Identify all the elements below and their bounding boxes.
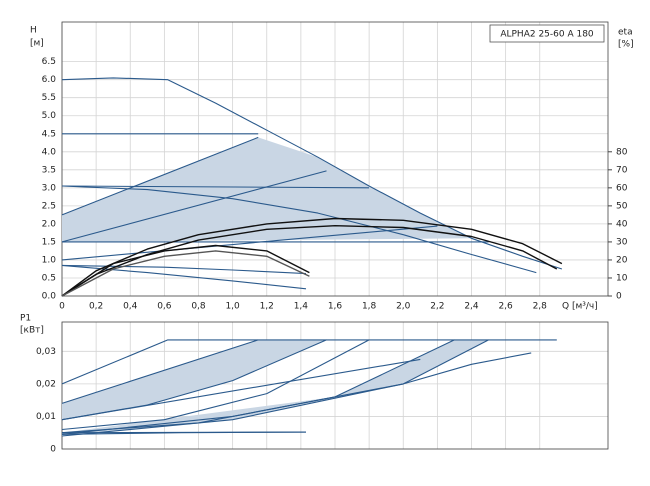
- x-tick-label: 2,2: [430, 302, 444, 312]
- y-label: H: [30, 26, 37, 36]
- y-tick-label: 2.0: [42, 219, 57, 229]
- performance-curve: [61, 264, 307, 275]
- plot-frame: [61, 321, 609, 450]
- performance-curve: [61, 77, 563, 270]
- performance-curve: [61, 352, 532, 435]
- annotation-box: [489, 24, 605, 43]
- performance-curve: [61, 185, 370, 189]
- performance-curve: [61, 185, 537, 274]
- x-tick-label: 1,6: [328, 302, 343, 312]
- y2-tick-label: 10: [616, 273, 628, 283]
- annotation: ALPHA2 25-60 A 180: [500, 30, 594, 40]
- y2-tick-label: 40: [616, 219, 628, 229]
- performance-curve: [61, 339, 370, 431]
- efficiency-curve: [61, 250, 310, 297]
- x-tick-label: 1,8: [362, 302, 377, 312]
- efficiency-curve: [61, 217, 563, 297]
- y-tick-label: 0,03: [36, 347, 56, 357]
- performance-curve: [61, 339, 489, 437]
- y-tick-label: 0,01: [36, 412, 56, 422]
- y-tick-label: 0: [50, 445, 56, 455]
- y-tick-label: 3.5: [42, 165, 56, 175]
- y-tick-label: 0.0: [42, 292, 57, 302]
- y2-tick-label: 0: [616, 292, 622, 302]
- y-tick-label: 1.0: [42, 255, 57, 265]
- y-tick-label: 6.0: [42, 75, 57, 85]
- efficiency-curve: [61, 225, 558, 297]
- x-tick-label: 2,6: [498, 302, 513, 312]
- y-tick-label: 1.5: [42, 237, 56, 247]
- performance-curve: [61, 431, 307, 435]
- x-tick-label: 0,2: [89, 302, 103, 312]
- y-tick-label: 5.5: [42, 93, 56, 103]
- x-tick-label: 1,2: [260, 302, 274, 312]
- y2-tick-label: 20: [616, 255, 628, 265]
- y2-tick-label: 50: [616, 201, 628, 211]
- x-tick-label: 0,6: [157, 302, 172, 312]
- y-label: P1: [20, 314, 31, 324]
- y2-tick-label: 60: [616, 183, 628, 193]
- x-tick-label: 0,4: [123, 302, 138, 312]
- performance-curve: [61, 358, 421, 421]
- x-tick-label: 1,0: [225, 302, 240, 312]
- operating-area: [62, 339, 327, 420]
- x-tick-label: 0: [59, 302, 65, 312]
- x-tick-label: 0,8: [191, 302, 206, 312]
- y-tick-label: 2.5: [42, 201, 56, 211]
- y2-tick-label: 80: [616, 147, 628, 157]
- x-tick-label: 1,4: [294, 302, 309, 312]
- performance-curve: [61, 339, 259, 404]
- y-tick-label: 6.5: [42, 57, 56, 67]
- x-label: Q [м³/ч]: [562, 302, 598, 312]
- y-tick-label: 5.0: [42, 111, 57, 121]
- y2-tick-label: 30: [616, 237, 628, 247]
- x-tick-label: 2,0: [396, 302, 411, 312]
- plot-frame: [61, 21, 609, 297]
- performance-curve: [61, 339, 557, 385]
- operating-area: [62, 137, 472, 242]
- operating-area: [62, 339, 489, 436]
- efficiency-curve: [61, 244, 310, 297]
- y-tick-label: 4.0: [42, 147, 57, 157]
- y-tick-label: 4.5: [42, 129, 56, 139]
- x-tick-label: 2,4: [464, 302, 479, 312]
- y2-label: eta: [618, 28, 633, 38]
- y-tick-label: 0.5: [42, 273, 56, 283]
- y2-unit: [%]: [618, 40, 634, 50]
- y-tick-label: 0,02: [36, 379, 56, 389]
- performance-curve: [61, 225, 438, 261]
- y-unit: [кВт]: [20, 326, 44, 336]
- y2-tick-label: 70: [616, 165, 628, 175]
- performance-curve: [61, 136, 259, 216]
- y-unit: [м]: [30, 39, 44, 49]
- performance-curve: [61, 170, 327, 243]
- y-tick-label: 3.0: [42, 183, 57, 193]
- x-tick-label: 2,8: [533, 302, 548, 312]
